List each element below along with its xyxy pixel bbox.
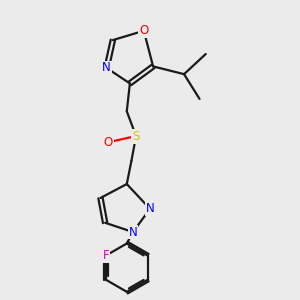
Text: O: O — [103, 136, 113, 149]
Text: N: N — [146, 202, 154, 215]
Text: O: O — [139, 24, 148, 37]
Text: F: F — [103, 249, 109, 262]
Text: S: S — [132, 130, 140, 142]
Text: N: N — [129, 226, 137, 238]
Text: N: N — [102, 61, 111, 74]
